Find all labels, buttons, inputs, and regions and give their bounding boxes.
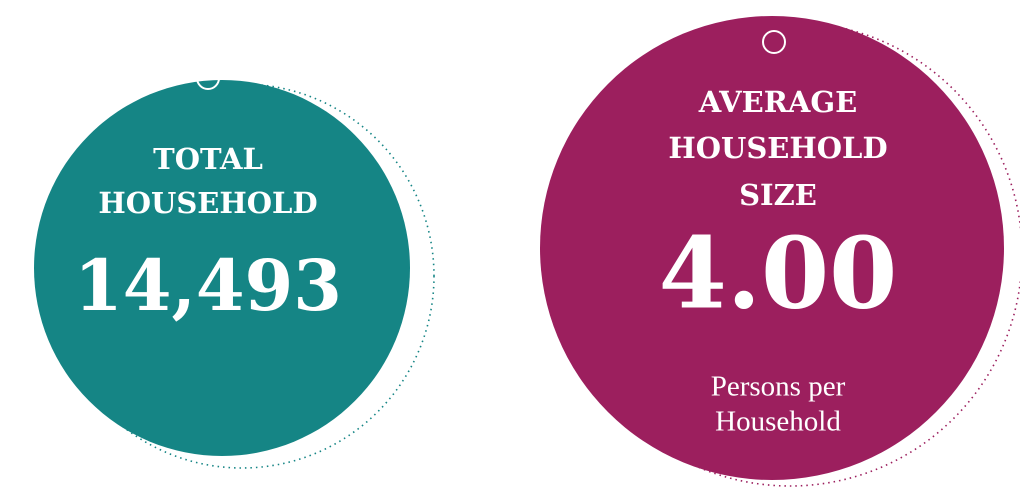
card-title: SIZE <box>739 178 817 212</box>
total-household-card: TOTAL HOUSEHOLD 14,493 <box>34 66 435 469</box>
card-title: TOTAL <box>153 142 263 176</box>
dotted-ring <box>557 21 1020 487</box>
card-value: 4.00 <box>659 216 898 331</box>
tag-hole <box>762 30 786 54</box>
tag-hole <box>196 66 220 90</box>
card-value: 14,493 <box>74 244 342 327</box>
card-title: HOUSEHOLD <box>668 131 887 165</box>
card-title: AVERAGE <box>698 85 857 119</box>
average-household-size-card: AVERAGE HOUSEHOLD SIZE 4.00 Persons per … <box>540 16 1020 487</box>
dotted-ring <box>49 83 435 469</box>
magenta-circle <box>540 16 1004 480</box>
teal-circle <box>34 80 410 456</box>
card-unit: Household <box>715 406 841 438</box>
card-title: HOUSEHOLD <box>98 186 317 220</box>
card-unit: Persons per <box>711 371 846 403</box>
